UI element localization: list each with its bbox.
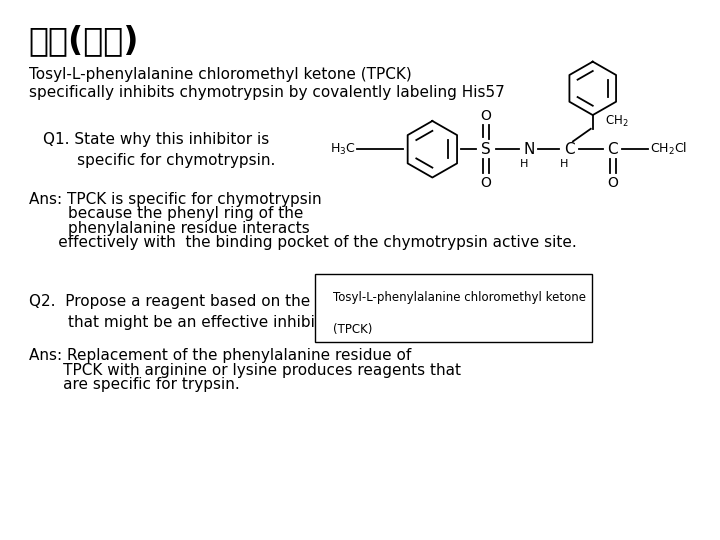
Text: TPCK with arginine or lysine produces reagents that: TPCK with arginine or lysine produces re…: [29, 363, 461, 378]
Text: 習題(課本): 習題(課本): [29, 24, 139, 57]
Text: O: O: [480, 176, 491, 190]
Text: CH$_2$Cl: CH$_2$Cl: [650, 141, 688, 157]
Text: H$_3$C: H$_3$C: [330, 141, 356, 157]
Text: S: S: [481, 141, 491, 157]
Text: Q1. State why this inhibitor is
       specific for chymotrypsin.: Q1. State why this inhibitor is specific…: [43, 132, 276, 168]
Text: C: C: [564, 141, 575, 157]
Text: Ans: Replacement of the phenylalanine residue of: Ans: Replacement of the phenylalanine re…: [29, 348, 411, 363]
Text: Q2.  Propose a reagent based on the structure of TPCK
        that might be an e: Q2. Propose a reagent based on the struc…: [29, 294, 449, 330]
Text: C: C: [607, 141, 618, 157]
Text: H: H: [559, 159, 568, 169]
Text: (TPCK): (TPCK): [333, 323, 372, 336]
Text: N: N: [523, 141, 535, 157]
Text: Tosyl-L-phenylalanine chloromethyl ketone: Tosyl-L-phenylalanine chloromethyl keton…: [333, 291, 585, 304]
Text: are specific for trypsin.: are specific for trypsin.: [29, 377, 240, 393]
Text: effectively with  the binding pocket of the chymotrypsin active site.: effectively with the binding pocket of t…: [29, 235, 577, 251]
Text: O: O: [480, 109, 491, 123]
Text: specifically inhibits chymotrypsin by covalently labeling His57: specifically inhibits chymotrypsin by co…: [29, 85, 505, 100]
Text: H: H: [520, 159, 528, 169]
Text: CH$_2$: CH$_2$: [605, 113, 629, 129]
Text: O: O: [607, 176, 618, 190]
Text: because the phenyl ring of the: because the phenyl ring of the: [29, 206, 303, 221]
Text: Tosyl-L-phenylalanine chloromethyl ketone (TPCK): Tosyl-L-phenylalanine chloromethyl keton…: [29, 68, 412, 83]
Text: phenylalanine residue interacts: phenylalanine residue interacts: [29, 221, 310, 236]
Text: Ans: TPCK is specific for chymotrypsin: Ans: TPCK is specific for chymotrypsin: [29, 192, 321, 207]
